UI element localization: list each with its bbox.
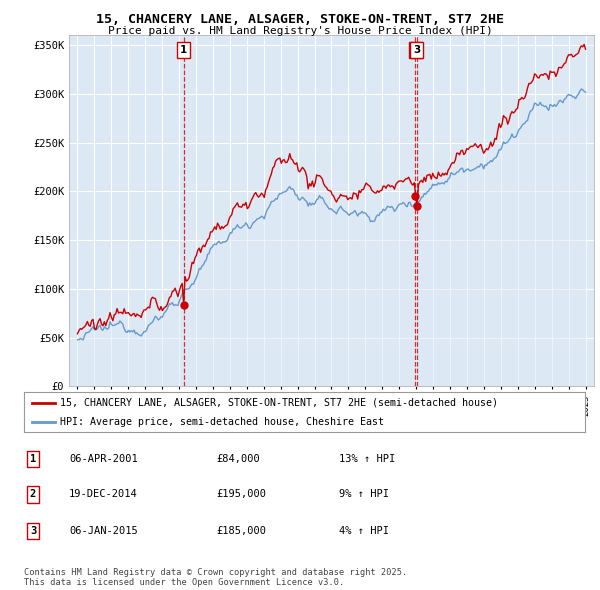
Text: 4% ↑ HPI: 4% ↑ HPI (339, 526, 389, 536)
Text: 2: 2 (30, 490, 36, 499)
Text: £84,000: £84,000 (216, 454, 260, 464)
Text: £185,000: £185,000 (216, 526, 266, 536)
Text: 06-JAN-2015: 06-JAN-2015 (69, 526, 138, 536)
Text: 15, CHANCERY LANE, ALSAGER, STOKE-ON-TRENT, ST7 2HE: 15, CHANCERY LANE, ALSAGER, STOKE-ON-TRE… (96, 13, 504, 26)
Text: HPI: Average price, semi-detached house, Cheshire East: HPI: Average price, semi-detached house,… (61, 417, 385, 427)
Text: 13% ↑ HPI: 13% ↑ HPI (339, 454, 395, 464)
Text: 3: 3 (413, 45, 420, 55)
Text: 2: 2 (412, 45, 419, 55)
Text: Contains HM Land Registry data © Crown copyright and database right 2025.
This d: Contains HM Land Registry data © Crown c… (24, 568, 407, 587)
Text: 06-APR-2001: 06-APR-2001 (69, 454, 138, 464)
Text: 3: 3 (30, 526, 36, 536)
Text: Price paid vs. HM Land Registry's House Price Index (HPI): Price paid vs. HM Land Registry's House … (107, 26, 493, 36)
Text: 9% ↑ HPI: 9% ↑ HPI (339, 490, 389, 499)
Text: 15, CHANCERY LANE, ALSAGER, STOKE-ON-TRENT, ST7 2HE (semi-detached house): 15, CHANCERY LANE, ALSAGER, STOKE-ON-TRE… (61, 398, 499, 408)
Text: £195,000: £195,000 (216, 490, 266, 499)
Text: 1: 1 (180, 45, 187, 55)
Text: 19-DEC-2014: 19-DEC-2014 (69, 490, 138, 499)
Text: 1: 1 (30, 454, 36, 464)
